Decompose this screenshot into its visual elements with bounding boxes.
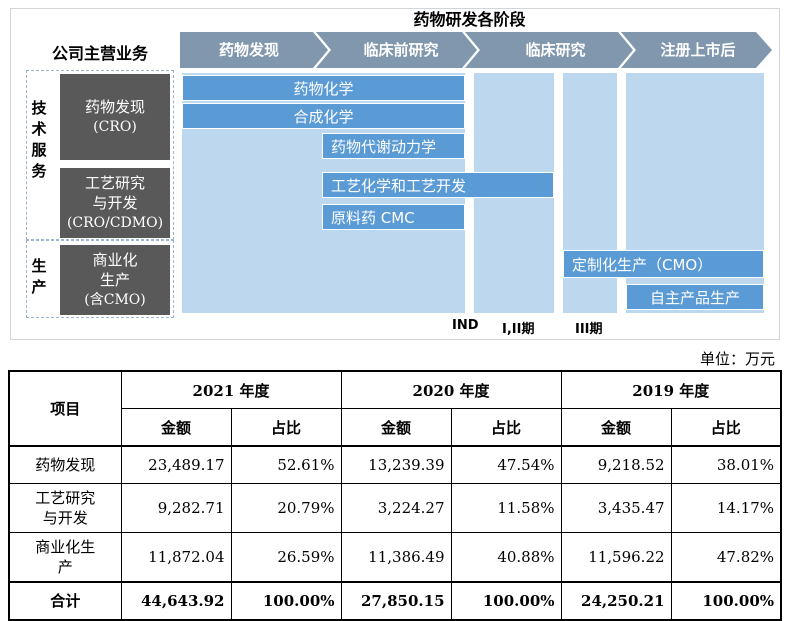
- service-box-sub: (CRO/CDMO): [66, 215, 164, 231]
- cell-value: 38.01%: [670, 445, 783, 484]
- header-ratio: 占比: [230, 408, 342, 447]
- phase-label-clinical: 临床研究: [525, 41, 586, 59]
- phase-arrow-strip: [180, 32, 772, 68]
- service-box-title: 生产: [99, 271, 130, 289]
- group-label-tech-services: 技术服务: [31, 99, 47, 180]
- service-box-sub: (含CMO): [84, 292, 146, 308]
- service-box-title: 与开发: [92, 194, 138, 212]
- group-production: [26, 240, 174, 318]
- table-row: 药物发现 23,489.17 52.61% 13,239.39 47.54% 9…: [8, 445, 783, 484]
- total-value: 24,250.21: [560, 581, 672, 621]
- service-box-title: 药物发现: [84, 98, 145, 116]
- cell-value: 3,224.27: [340, 483, 452, 533]
- cell-value: 26.59%: [230, 532, 342, 583]
- header-year-2021: 2021 年度: [120, 370, 342, 409]
- bar-own-products: 自主产品生产: [626, 284, 764, 310]
- bar-api-cmc: 原料药 CMC: [322, 204, 465, 230]
- bar-medicinal-chemistry: 药物化学: [182, 75, 465, 101]
- total-label: 合计: [8, 581, 122, 621]
- bar-process-chemistry: 工艺化学和工艺开发: [322, 172, 554, 198]
- service-box-title: 商业化: [92, 251, 138, 269]
- cell-value: 47.54%: [450, 445, 562, 484]
- table-total-row: 合计 44,643.92 100.00% 27,850.15 100.00% 2…: [8, 581, 783, 621]
- milestone-ind: IND: [452, 318, 479, 333]
- phase-label-post-market: 注册上市后: [660, 41, 736, 59]
- stage-header: 药物研发各阶段: [413, 10, 526, 29]
- row-label-line: 工艺研究: [35, 489, 96, 507]
- cell-value: 11,596.22: [560, 532, 672, 583]
- service-box-discovery: 药物发现 (CRO): [60, 74, 170, 160]
- phase-arrow-post-market: [621, 32, 772, 68]
- header-amount: 金额: [120, 408, 232, 447]
- header-ratio: 占比: [450, 408, 562, 447]
- cell-value: 14.17%: [670, 483, 783, 533]
- row-label: 商业化生 产: [8, 532, 122, 583]
- total-value: 100.00%: [230, 581, 342, 621]
- phase-arrow-preclinical: [316, 32, 477, 68]
- group-label-production: 生产: [31, 257, 47, 296]
- table-row: 工艺研究 与开发 9,282.71 20.79% 3,224.27 11.58%…: [8, 483, 783, 533]
- total-value: 100.00%: [450, 581, 562, 621]
- phase-label-discovery: 药物发现: [218, 41, 279, 59]
- cell-value: 23,489.17: [120, 445, 232, 484]
- row-label: 工艺研究 与开发: [8, 483, 122, 533]
- bar-dmpk: 药物代谢动力学: [322, 133, 465, 159]
- cell-value: 13,239.39: [340, 445, 452, 484]
- row-label-line: 商业化生: [35, 538, 96, 556]
- cell-value: 9,218.52: [560, 445, 672, 484]
- header-year-2019: 2019 年度: [560, 370, 783, 409]
- service-box-production: 商业化 生产 (含CMO): [60, 245, 170, 315]
- phase-arrow-clinical: [465, 32, 633, 68]
- service-box-process: 工艺研究 与开发 (CRO/CDMO): [60, 168, 170, 238]
- row-label: 药物发现: [8, 445, 122, 484]
- cell-value: 11,386.49: [340, 532, 452, 583]
- service-box-sub: (CRO): [93, 119, 137, 135]
- header-item: 项目: [8, 370, 122, 447]
- cell-value: 3,435.47: [560, 483, 672, 533]
- cell-value: 9,282.71: [120, 483, 232, 533]
- cell-value: 20.79%: [230, 483, 342, 533]
- diagram-frame: [10, 8, 780, 340]
- group-tech-services: [26, 70, 174, 240]
- table-unit: 单位：万元: [699, 350, 775, 368]
- revenue-table: 项目 2021 年度 2020 年度 2019 年度 金额 占比 金额 占比 金…: [8, 370, 783, 621]
- milestone-phase-1-2: I,II期: [502, 322, 535, 337]
- table-row: 商业化生 产 11,872.04 26.59% 11,386.49 40.88%…: [8, 532, 783, 583]
- total-value: 27,850.15: [340, 581, 452, 621]
- cell-value: 40.88%: [450, 532, 562, 583]
- phase-label-preclinical: 临床前研究: [363, 41, 439, 59]
- phase-arrow-discovery: [180, 32, 328, 68]
- total-value: 44,643.92: [120, 581, 232, 621]
- service-box-title: 工艺研究: [84, 174, 145, 192]
- header-amount: 金额: [340, 408, 452, 447]
- bar-synthetic-chemistry: 合成化学: [182, 103, 465, 129]
- total-value: 100.00%: [670, 581, 783, 621]
- header-ratio: 占比: [670, 408, 783, 447]
- business-header: 公司主营业务: [51, 44, 148, 63]
- cell-value: 47.82%: [670, 532, 783, 583]
- header-year-2020: 2020 年度: [340, 370, 562, 409]
- row-label-line: 与开发: [42, 509, 88, 527]
- bar-cmo: 定制化生产（CMO）: [563, 250, 764, 278]
- cell-value: 52.61%: [230, 445, 342, 484]
- cell-value: 11,872.04: [120, 532, 232, 583]
- header-amount: 金额: [560, 408, 672, 447]
- cell-value: 11.58%: [450, 483, 562, 533]
- row-label-line: 产: [57, 558, 73, 576]
- milestone-phase-3: III期: [575, 322, 603, 337]
